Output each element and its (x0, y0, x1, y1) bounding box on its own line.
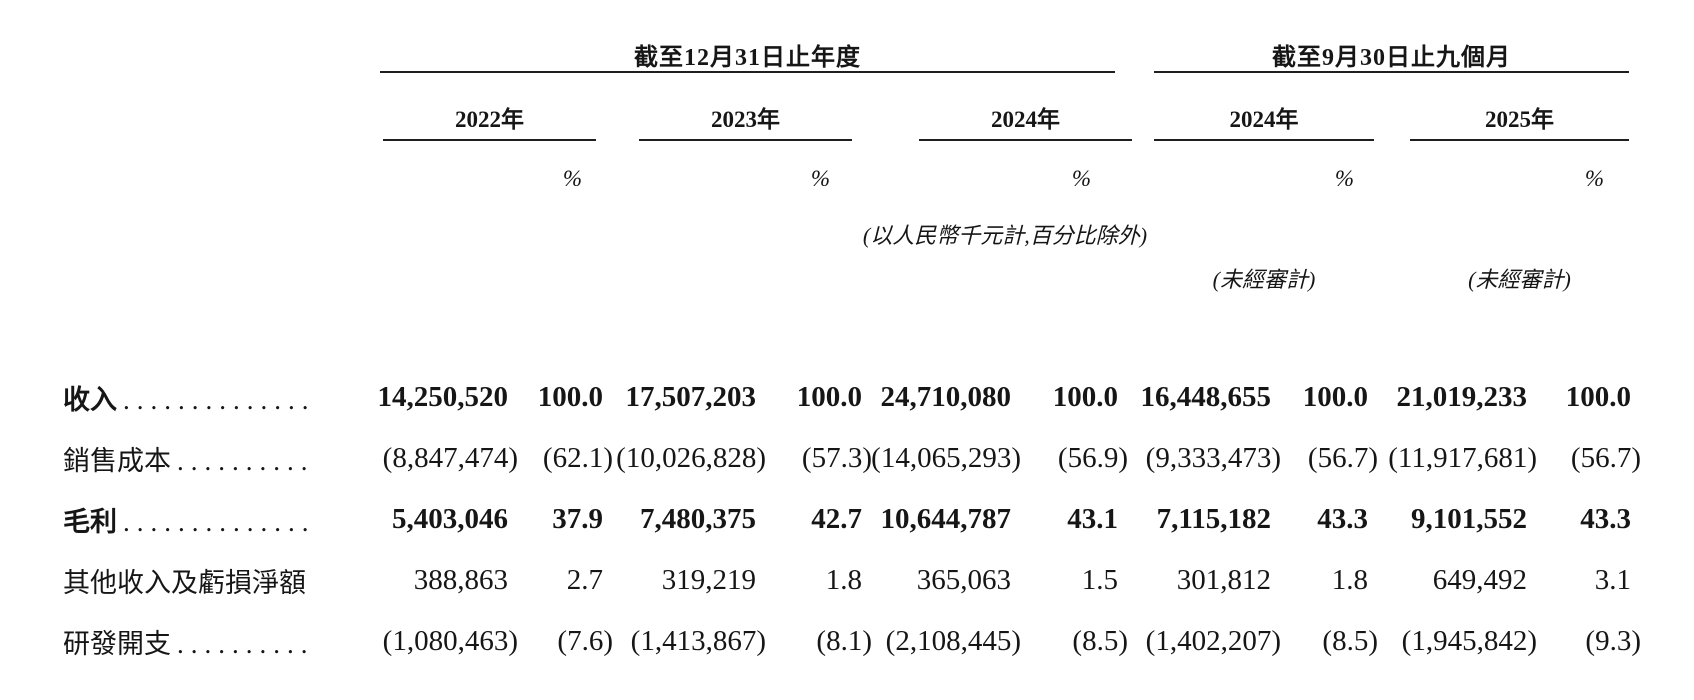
percent-header-2023: % (810, 166, 830, 191)
percent-cell: 43.3 (1580, 503, 1631, 535)
percent-cell: 1.5 (1081, 564, 1118, 596)
table-row-revenue: 收入 .............. 14,250,520 100.0 17,50… (63, 367, 1631, 428)
row-label-cell: 銷售成本 ........... (63, 439, 310, 478)
percent-cell: (9.3) (1585, 625, 1641, 657)
row-label: 收入 (63, 385, 117, 415)
value-cell: 7,480,375 (640, 503, 756, 535)
percent-cell: 100.0 (796, 381, 862, 413)
row-label: 毛利 (63, 507, 117, 537)
row-label-cell: 毛利 .............. (63, 500, 310, 539)
year-underline-2025 (1410, 139, 1629, 141)
percent-cell: (62.1) (542, 442, 613, 474)
dot-leader: ........... (177, 446, 308, 476)
year-underline-2022 (383, 139, 596, 141)
percent-cell: 100.0 (1565, 381, 1631, 413)
value-cell: 10,644,787 (880, 503, 1012, 535)
value-cell: 5,403,046 (392, 503, 508, 535)
percent-cell: 1.8 (825, 564, 862, 596)
unaudited-note-9m2024: (未經審計) (1212, 267, 1316, 292)
value-cell: 319,219 (661, 564, 756, 596)
value-cell: 301,812 (1176, 564, 1271, 596)
percent-header-2025: % (1584, 166, 1604, 191)
year-underline-9m2024 (1154, 139, 1374, 141)
row-label: 其他收入及虧損淨額 (63, 568, 306, 598)
percent-cell: 43.3 (1317, 503, 1368, 535)
value-cell: (1,402,207) (1145, 625, 1281, 657)
percent-cell: 1.8 (1331, 564, 1368, 596)
dot-leader: .............. (123, 385, 308, 415)
row-label-cell: 其他收入及虧損淨額 .. (63, 561, 310, 600)
percent-cell: (8.1) (816, 625, 872, 657)
percent-cell: (8.5) (1322, 625, 1378, 657)
value-cell: (1,413,867) (630, 625, 766, 657)
value-cell: (9,333,473) (1145, 442, 1281, 474)
value-cell: (14,065,293) (871, 442, 1021, 474)
unit-note: (以人民幣千元計,百分比除外) (862, 223, 1148, 248)
value-cell: 16,448,655 (1140, 381, 1272, 413)
value-cell: 7,115,182 (1156, 503, 1271, 535)
row-label: 銷售成本 (63, 446, 171, 476)
group-underline-fy (380, 71, 1115, 73)
percent-cell: (7.6) (557, 625, 613, 657)
year-underline-2023 (639, 139, 852, 141)
percent-header-2024: % (1071, 166, 1091, 191)
table-row-rd-expenses: 研發開支 ........... (1,080,463) (7.6) (1,41… (63, 611, 1641, 672)
period-group-title-9m: 截至9月30日止九個月 (1272, 45, 1511, 71)
row-label: 研發開支 (63, 629, 171, 659)
year-header-2025: 2025年 (1485, 107, 1554, 132)
value-cell: 14,250,520 (377, 381, 509, 413)
percent-cell: 37.9 (552, 503, 603, 535)
year-underline-2024 (919, 139, 1132, 141)
row-label-cell: 研發開支 ........... (63, 622, 310, 661)
percent-header-9m2024: % (1334, 166, 1354, 191)
percent-header-2022: % (562, 166, 582, 191)
year-header-2022: 2022年 (455, 107, 524, 132)
year-header-2024: 2024年 (991, 107, 1060, 132)
group-underline-9m (1154, 71, 1629, 73)
table-row-gross-profit: 毛利 .............. 5,403,046 37.9 7,480,3… (63, 489, 1631, 550)
value-cell: (11,917,681) (1388, 442, 1537, 474)
percent-cell: (56.7) (1570, 442, 1641, 474)
table-row-cost-of-sales: 銷售成本 ........... (8,847,474) (62.1) (10,… (63, 428, 1641, 489)
percent-cell: 43.1 (1067, 503, 1118, 535)
unaudited-note-2025: (未經審計) (1468, 267, 1571, 292)
row-label-cell: 收入 .............. (63, 378, 310, 417)
value-cell: (2,108,445) (885, 625, 1021, 657)
value-cell: (8,847,474) (382, 442, 518, 474)
value-cell: 17,507,203 (625, 381, 757, 413)
value-cell: 24,710,080 (880, 381, 1012, 413)
value-cell: (1,080,463) (382, 625, 518, 657)
table-row-other-income-losses: 其他收入及虧損淨額 .. 388,863 2.7 319,219 1.8 365… (63, 550, 1631, 611)
period-group-title-fy: 截至12月31日止年度 (634, 45, 861, 71)
percent-cell: 3.1 (1594, 564, 1631, 596)
year-header-2023: 2023年 (711, 107, 780, 132)
percent-cell: (8.5) (1072, 625, 1128, 657)
year-header-9m2024: 2024年 (1229, 107, 1299, 132)
value-cell: 388,863 (413, 564, 508, 596)
percent-cell: 42.7 (811, 503, 862, 535)
percent-cell: (56.7) (1307, 442, 1378, 474)
value-cell: (10,026,828) (616, 442, 766, 474)
percent-cell: 100.0 (1302, 381, 1368, 413)
value-cell: 365,063 (916, 564, 1011, 596)
value-cell: (1,945,842) (1401, 625, 1537, 657)
dot-leader: .............. (123, 507, 308, 537)
value-cell: 9,101,552 (1411, 503, 1527, 535)
percent-cell: 2.7 (566, 564, 603, 596)
percent-cell: (56.9) (1057, 442, 1128, 474)
table-body: 收入 .............. 14,250,520 100.0 17,50… (63, 367, 1641, 672)
percent-cell: 100.0 (537, 381, 603, 413)
percent-cell: (57.3) (801, 442, 872, 474)
dot-leader: ........... (177, 629, 308, 659)
value-cell: 21,019,233 (1396, 381, 1528, 413)
percent-cell: 100.0 (1052, 381, 1118, 413)
value-cell: 649,492 (1432, 564, 1527, 596)
